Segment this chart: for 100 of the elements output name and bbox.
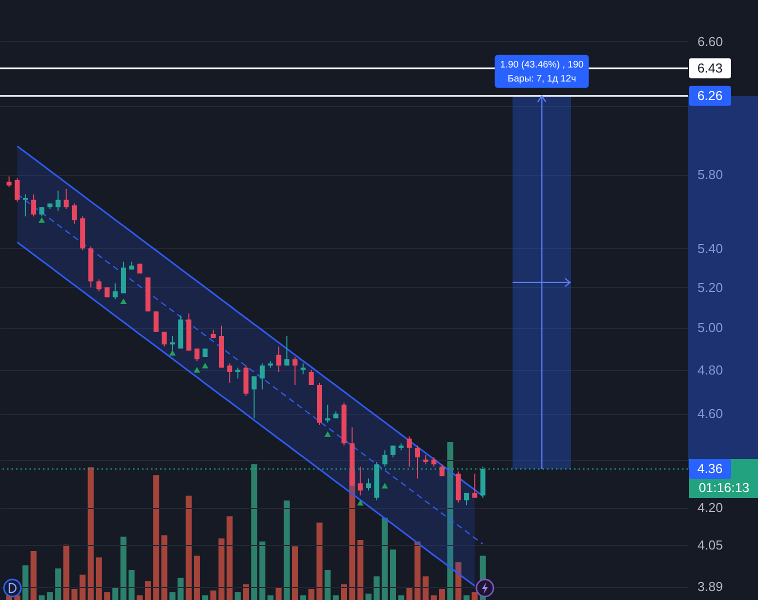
bar xyxy=(242,584,249,600)
bar xyxy=(71,588,78,600)
candlestick xyxy=(276,346,282,372)
bar xyxy=(422,576,429,600)
bar xyxy=(308,588,314,600)
candlestick xyxy=(112,282,118,300)
candlestick xyxy=(358,466,363,496)
y-tick-label: 3.89 xyxy=(698,579,723,594)
point xyxy=(202,362,208,368)
candlestick xyxy=(6,176,12,188)
line-series xyxy=(16,145,484,497)
candlestick xyxy=(96,278,102,292)
bar xyxy=(226,516,233,600)
bar xyxy=(447,442,454,600)
bar xyxy=(55,568,62,600)
ref-line-label: 6.26 xyxy=(697,88,723,103)
candlestick xyxy=(235,367,240,379)
bar xyxy=(324,570,331,600)
candlestick xyxy=(431,456,436,468)
candlestick xyxy=(415,445,420,480)
candlestick xyxy=(227,362,232,384)
annotation: Бары: 7, 1д 12ч xyxy=(508,73,576,84)
bar xyxy=(46,592,53,600)
bar xyxy=(251,464,258,600)
bar xyxy=(406,587,412,600)
bar xyxy=(186,496,192,600)
ref-line-label: 4.36 xyxy=(697,461,723,476)
bar xyxy=(153,475,160,600)
candlestick xyxy=(162,331,167,347)
bar xyxy=(357,540,364,600)
y-tick-label: 5.20 xyxy=(698,280,723,295)
candlestick xyxy=(366,478,372,492)
ref-line-label: 6.43 xyxy=(697,60,723,76)
bar xyxy=(259,542,266,600)
candlestick xyxy=(39,206,44,217)
candlestick xyxy=(472,473,478,498)
candlestick xyxy=(464,492,470,506)
bar xyxy=(112,587,118,600)
bar xyxy=(210,590,216,600)
bar xyxy=(316,522,322,600)
point xyxy=(357,500,364,506)
y-tick-label: 6.60 xyxy=(698,34,723,49)
bar xyxy=(430,595,437,600)
candlestick xyxy=(64,188,69,210)
bar xyxy=(104,592,110,600)
bar xyxy=(234,592,241,600)
bar xyxy=(120,536,126,600)
candlestick xyxy=(137,263,142,274)
candlestick xyxy=(260,362,265,390)
candlestick xyxy=(390,445,396,458)
y-tick-label: 4.60 xyxy=(698,406,723,422)
candlestick xyxy=(154,310,159,332)
y-tick-label: 4.20 xyxy=(698,500,723,516)
candlestick xyxy=(14,178,20,202)
point xyxy=(38,217,45,223)
bar xyxy=(398,595,404,600)
bar xyxy=(136,595,143,600)
bar xyxy=(276,587,282,600)
candlestick xyxy=(406,436,412,468)
bar xyxy=(38,595,45,600)
bar xyxy=(96,557,102,600)
y-tick-label: 4.05 xyxy=(698,538,723,553)
point xyxy=(324,431,331,437)
bar xyxy=(63,544,70,600)
candlestick xyxy=(284,336,290,366)
point xyxy=(169,350,176,356)
bar xyxy=(267,595,274,600)
bar xyxy=(382,518,388,600)
bar xyxy=(300,595,306,600)
bar xyxy=(30,551,37,600)
y-tick-label: 5.00 xyxy=(698,320,723,336)
bar xyxy=(194,556,200,600)
candlestick xyxy=(56,190,61,212)
y-tick-label: 5.40 xyxy=(698,240,723,256)
candlestick xyxy=(194,348,200,362)
bar xyxy=(464,595,470,600)
point xyxy=(194,367,200,373)
bar xyxy=(414,542,421,600)
bar xyxy=(390,549,396,600)
bar xyxy=(374,576,380,600)
candlestick xyxy=(300,362,306,375)
bar xyxy=(284,500,290,600)
candlestick xyxy=(308,369,314,386)
bar xyxy=(169,592,176,600)
text: 01:16:13 xyxy=(698,480,750,496)
bar xyxy=(341,584,347,600)
annotation: 1.90 (43.46%) , 190 xyxy=(500,59,584,70)
candlestick xyxy=(22,194,28,217)
bar xyxy=(455,562,462,600)
bar xyxy=(144,581,151,600)
bar xyxy=(161,535,168,600)
bar xyxy=(202,595,208,600)
bar xyxy=(292,546,298,600)
bar xyxy=(178,578,184,600)
y-tick-label: 4.80 xyxy=(698,362,723,378)
bar xyxy=(439,588,446,600)
candlestick xyxy=(382,450,388,468)
bar xyxy=(88,467,94,600)
bar xyxy=(218,538,224,600)
bar xyxy=(472,592,478,600)
